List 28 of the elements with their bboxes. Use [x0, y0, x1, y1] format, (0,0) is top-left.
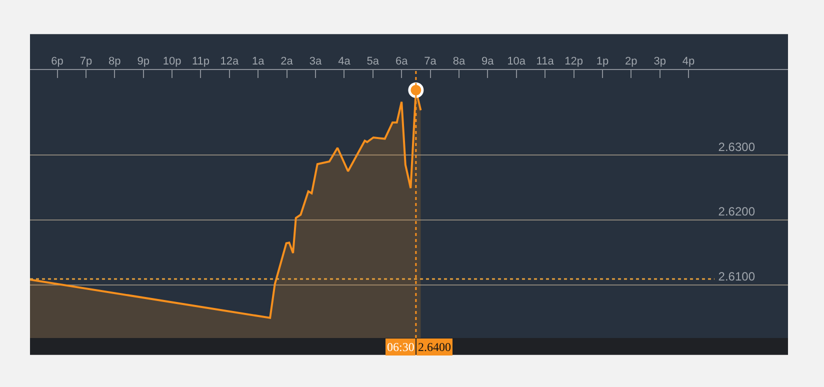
- x-tick-label: 5a: [366, 56, 380, 68]
- y-tick-label: 2.6100: [718, 270, 756, 284]
- x-tick-label: 11p: [192, 56, 210, 68]
- x-tick-label: 6a: [395, 56, 409, 68]
- y-tick-label: 2.6300: [718, 140, 756, 154]
- ref-line-label: 06:30: [387, 340, 414, 354]
- y-tick-label: 2.6200: [718, 204, 756, 219]
- x-tick-label: 1a: [252, 56, 266, 68]
- x-tick-label: 11a: [536, 56, 555, 68]
- x-tick-label: 3a: [309, 56, 323, 68]
- x-tick-label: 7a: [424, 56, 438, 68]
- x-tick-label: 7p: [80, 56, 92, 68]
- x-tick-label: 6p: [51, 56, 64, 68]
- x-tick-label: 10a: [507, 56, 526, 68]
- x-tick-label: 4a: [338, 56, 352, 68]
- x-tick-label: 3p: [654, 56, 666, 68]
- x-tick-label: 12p: [564, 56, 583, 68]
- x-tick-label: 8a: [452, 56, 466, 68]
- x-tick-label: 10p: [162, 56, 182, 68]
- x-tick-label: 8p: [108, 56, 121, 68]
- x-tick-label: 1p: [596, 56, 609, 68]
- x-tick-label: 12a: [220, 56, 240, 68]
- x-tick-label: 2p: [625, 56, 638, 68]
- x-tick-label: 4p: [682, 56, 695, 68]
- text: 2.6400: [418, 340, 451, 354]
- x-tick-label: 9p: [137, 56, 150, 68]
- x-tick-label: 2a: [280, 56, 294, 68]
- x-tick-label: 9a: [482, 56, 495, 68]
